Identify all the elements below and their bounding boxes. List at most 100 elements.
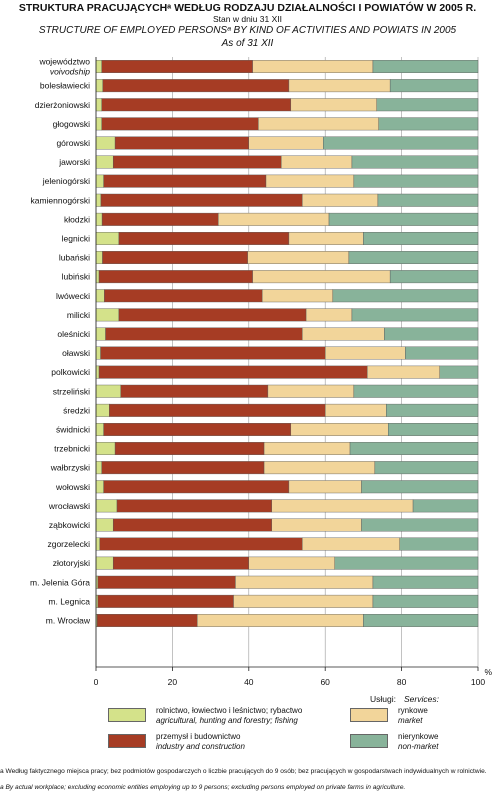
bar-market-głogowski <box>258 117 379 131</box>
bar-market-średzki <box>325 403 387 417</box>
bar-agriculture-średzki <box>95 403 110 417</box>
bar-non-market-jaworski <box>351 155 479 169</box>
bar-agriculture-głogowski <box>95 117 102 131</box>
bar-industry-górowski <box>114 136 249 150</box>
bar-industry-ząbkowicki <box>112 518 272 532</box>
bar-industry-m-wrocław <box>96 614 198 627</box>
bar-agriculture-lubański <box>95 251 103 265</box>
bar-non-market-lwówecki <box>332 289 479 303</box>
category-label: świdnicki <box>56 424 90 434</box>
bar-non-market-średzki <box>386 403 479 417</box>
category-label: ząbkowicki <box>49 520 90 530</box>
bar-non-market-górowski <box>323 136 479 150</box>
bar-non-market-m-wrocław <box>363 614 479 627</box>
bar-industry-legnicki <box>118 231 290 245</box>
category-label: strzeliński <box>53 386 90 396</box>
bar-industry-milicki <box>118 308 307 322</box>
bar-market-lwówecki <box>261 289 334 303</box>
bar-agriculture-strzeliński <box>95 384 122 398</box>
legend-label-non-market-en: non-market <box>398 742 439 751</box>
bar-non-market-złotoryjski <box>334 556 479 570</box>
bar-non-market-m-legnica <box>372 594 479 608</box>
category-label: jeleniogórski <box>42 176 90 186</box>
bar-agriculture-bolesławiecki <box>95 79 104 93</box>
bar-industry-dzierżoniowski <box>101 98 292 112</box>
x-tick-label-0: 0 <box>94 677 99 687</box>
bar-agriculture-wołowski <box>95 480 104 494</box>
category-label: złotoryjski <box>53 558 90 568</box>
bar-agriculture-legnicki <box>95 231 120 245</box>
bar-agriculture-lubiński <box>95 270 100 284</box>
bar-non-market-województwo <box>372 60 479 73</box>
bar-market-lubiński <box>252 270 391 284</box>
bar-market-dzierżoniowski <box>290 98 377 112</box>
bar-industry-jeleniogórski <box>103 174 267 188</box>
legend-label-market-en: market <box>398 716 423 725</box>
legend-swatch-industry <box>108 734 146 748</box>
bar-industry-lwówecki <box>104 289 263 303</box>
bar-market-oleśnicki <box>302 327 385 341</box>
bar-industry-bolesławiecki <box>102 79 290 93</box>
x-tick-label-80: 80 <box>397 677 407 687</box>
bar-non-market-głogowski <box>378 117 479 131</box>
bar-market-górowski <box>248 136 324 150</box>
bar-agriculture-zgorzelecki <box>95 537 101 551</box>
bar-non-market-oławski <box>405 346 479 360</box>
bar-agriculture-złotoryjski <box>95 556 114 570</box>
bar-market-jeleniogórski <box>265 174 355 188</box>
bar-industry-wrocławski <box>116 499 272 513</box>
category-label: zgorzelecki <box>47 539 90 549</box>
category-label: m. Legnica <box>48 596 90 606</box>
bar-industry-m-jelenia-góra <box>97 575 236 589</box>
bar-non-market-wołowski <box>361 480 479 494</box>
category-label: wrocławski <box>48 501 90 511</box>
category-label: milicki <box>67 310 90 320</box>
bar-market-legnicki <box>288 231 364 245</box>
legend-swatch-agriculture <box>108 708 146 722</box>
x-tick-label-100: 100 <box>471 677 485 687</box>
bar-non-market-wrocławski <box>412 499 479 513</box>
bar-non-market-bolesławiecki <box>389 79 479 93</box>
bar-agriculture-wałbrzyski <box>95 461 102 475</box>
category-label: lubański <box>59 253 90 263</box>
bar-industry-województwo <box>101 60 253 73</box>
bar-agriculture-kłodzki <box>95 212 103 226</box>
bar-non-market-dzierżoniowski <box>376 98 479 112</box>
chart-title-en: STRUCTURE OF EMPLOYED PERSONSᵃ BY KIND O… <box>38 25 457 36</box>
bar-industry-średzki <box>109 403 326 417</box>
bar-industry-kamiennogórski <box>100 193 303 207</box>
footnote-pl: a Według faktycznego miejsca pracy; bez … <box>0 768 487 775</box>
bar-market-polkowicki <box>367 365 441 379</box>
bar-industry-złotoryjski <box>112 556 250 570</box>
bar-agriculture-dzierżoniowski <box>95 98 102 112</box>
as-of-pl: Stan w dniu 31 XII <box>213 14 282 24</box>
bar-non-market-kamiennogórski <box>377 193 479 207</box>
bar-industry-trzebnicki <box>114 442 265 455</box>
legend-item-market: rynkowe market <box>350 706 490 736</box>
bar-industry-polkowicki <box>98 365 368 379</box>
legend-item-non-market: nierynkowe non-market <box>350 732 490 762</box>
category-label: średzki <box>63 405 90 415</box>
bar-non-market-lubiński <box>389 270 479 284</box>
bar-market-jaworski <box>281 155 353 169</box>
bar-non-market-ząbkowicki <box>361 518 479 532</box>
bar-non-market-milicki <box>351 308 479 322</box>
bar-industry-oławski <box>100 346 326 360</box>
category-label: oleśnicki <box>57 329 90 339</box>
category-label: wałbrzyski <box>50 463 90 473</box>
category-label: wołowski <box>55 482 90 492</box>
category-label: oławski <box>62 348 90 358</box>
bar-agriculture-świdnicki <box>95 423 104 436</box>
category-label: górowski <box>56 138 90 148</box>
bar-industry-lubiński <box>98 270 253 284</box>
chart-title-pl: STRUKTURA PRACUJĄCYCHᵃ WEDŁUG RODZAJU DZ… <box>18 2 477 14</box>
category-label: lwówecki <box>56 291 90 301</box>
footnote-en: a By actual workplace; excluding economi… <box>0 784 406 791</box>
category-label: jaworski <box>58 157 90 167</box>
bar-agriculture-kamiennogórski <box>95 193 102 207</box>
bar-agriculture-polkowicki <box>95 365 100 379</box>
bar-agriculture-oławski <box>95 346 101 360</box>
bar-non-market-legnicki <box>363 231 479 245</box>
x-tick-label-60: 60 <box>320 677 330 687</box>
